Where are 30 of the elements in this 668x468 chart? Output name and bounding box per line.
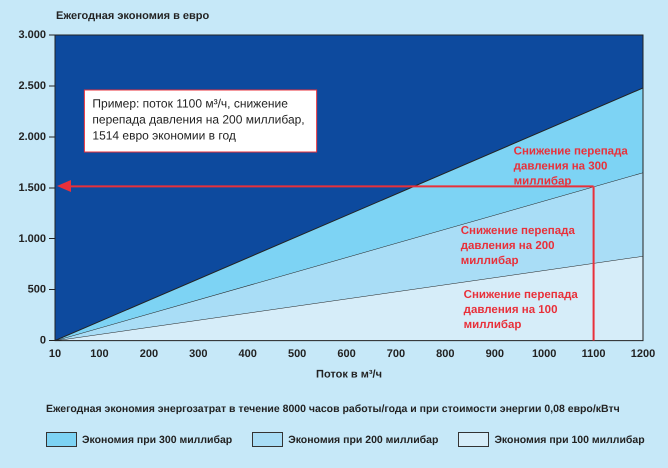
legend-label: Экономия при 200 миллибар <box>288 434 438 446</box>
x-tick-label: 800 <box>436 348 455 360</box>
x-tick-label: 1200 <box>630 348 656 360</box>
y-tick-label: 3.000 <box>18 29 46 42</box>
text: Ежегодная экономия энергозатрат в течение 8000 часов работы/года и при стоимости энергии 0,08 евро/кВтч <box>46 403 620 415</box>
y-axis-title: Ежегодная экономия в евро <box>56 10 210 22</box>
x-tick-label: 700 <box>386 348 406 360</box>
x-tick-label: 500 <box>288 348 306 360</box>
x-tick-label: 10 <box>48 348 62 360</box>
y-tick-label: 2.500 <box>18 80 46 92</box>
x-tick-label: 600 <box>337 348 356 360</box>
y-tick-label: 1.500 <box>18 182 46 194</box>
y-tick-label: 0 <box>40 334 46 347</box>
x-tick-label: 100 <box>90 348 109 360</box>
x-tick-label: 900 <box>486 348 504 360</box>
annotation: Снижение перепада давления на 300 миллибар <box>514 146 628 188</box>
x-tick-label: 1100 <box>582 348 606 360</box>
x-tick-label: 1000 <box>532 348 556 360</box>
x-tick-label: 200 <box>140 348 158 360</box>
y-tick-label: 1.000 <box>18 232 46 245</box>
y-tick-label: 500 <box>28 284 46 296</box>
annotation: Снижение перепада давления на 100 миллибар <box>464 289 578 332</box>
annotation: Снижение перепада давления на 200 миллибар <box>460 225 576 268</box>
x-axis-title: Поток в м³/ч <box>316 368 382 380</box>
y-tick-label: 2.000 <box>18 130 46 143</box>
legend-label: Экономия при 300 миллибар <box>82 434 232 446</box>
annotation: Пример: поток 1100 м³/ч, снижение перепада давления на 200 миллибар, 1514 евро экономии в год <box>92 96 305 142</box>
x-tick-label: 300 <box>189 348 208 360</box>
x-tick-label: 400 <box>238 348 257 360</box>
legend-label: Экономия при 100 миллибар <box>494 434 645 446</box>
